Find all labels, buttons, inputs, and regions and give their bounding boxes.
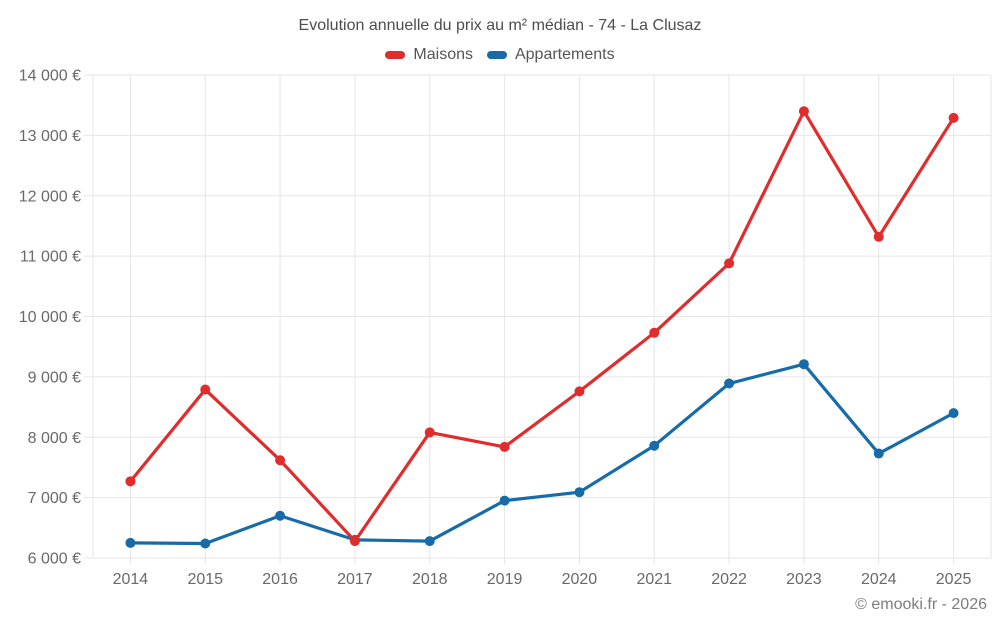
x-axis-label: 2020 — [562, 571, 598, 588]
x-axis-label: 2024 — [861, 571, 897, 588]
x-axis-label: 2014 — [113, 571, 149, 588]
legend-item-appartements[interactable]: Appartements — [486, 46, 615, 64]
x-axis-label: 2019 — [487, 571, 523, 588]
appartements-point-2020[interactable] — [574, 487, 585, 498]
appartements-point-2018[interactable] — [424, 536, 435, 547]
x-axis-label: 2017 — [337, 571, 373, 588]
maisons-point-2022[interactable] — [724, 258, 735, 269]
x-axis-label: 2016 — [262, 571, 298, 588]
appartements-point-2025[interactable] — [948, 408, 959, 419]
maisons-legend-marker-icon — [385, 51, 406, 59]
y-axis-label: 7 000 € — [28, 490, 81, 507]
x-axis-label: 2025 — [936, 571, 972, 588]
chart-title: Evolution annuelle du prix au m² médian … — [298, 17, 702, 34]
x-axis-label: 2015 — [187, 571, 223, 588]
maisons-line — [128, 109, 956, 543]
appartements-point-2021[interactable] — [649, 440, 660, 451]
appartements-point-2023[interactable] — [798, 359, 809, 370]
appartements-legend-label: Appartements — [514, 46, 615, 63]
x-axis-label: 2018 — [412, 571, 448, 588]
y-axis-label: 12 000 € — [19, 188, 81, 205]
watermark-copyright: © emooki.fr - 2026 — [855, 596, 987, 613]
appartements-point-2014[interactable] — [125, 537, 136, 548]
x-axis-label: 2023 — [786, 571, 822, 588]
appartements-point-2019[interactable] — [499, 495, 510, 506]
y-axis-label: 10 000 € — [19, 309, 81, 326]
appartements-point-2022[interactable] — [724, 378, 735, 389]
y-axis-label: 8 000 € — [28, 430, 81, 447]
maisons-point-2016[interactable] — [275, 455, 286, 466]
y-axis-label: 9 000 € — [28, 369, 81, 386]
x-axis-label: 2021 — [636, 571, 672, 588]
appartements-point-2015[interactable] — [200, 538, 211, 549]
chart-legend: Maisons Appartements — [0, 46, 1000, 64]
appartements-point-2016[interactable] — [275, 510, 286, 521]
maisons-point-2023[interactable] — [798, 106, 809, 117]
maisons-point-2025[interactable] — [948, 112, 959, 123]
x-axis-label: 2022 — [711, 571, 747, 588]
maisons-point-2024[interactable] — [873, 231, 884, 242]
maisons-point-2018[interactable] — [424, 427, 435, 438]
y-axis-label: 14 000 € — [19, 68, 81, 85]
y-axis-label: 13 000 € — [19, 128, 81, 145]
legend-item-maisons[interactable]: Maisons — [385, 46, 473, 64]
y-axis-label: 6 000 € — [28, 551, 81, 568]
maisons-point-2020[interactable] — [574, 386, 585, 397]
appartements-legend-marker-icon — [486, 51, 507, 59]
maisons-point-2014[interactable] — [125, 476, 136, 487]
maisons-point-2015[interactable] — [200, 384, 211, 395]
appartements-line — [128, 362, 956, 546]
appartements-point-2024[interactable] — [873, 448, 884, 459]
y-axis-label: 11 000 € — [20, 249, 81, 266]
maisons-point-2017[interactable] — [349, 536, 360, 547]
maisons-point-2019[interactable] — [499, 441, 510, 452]
maisons-legend-label: Maisons — [413, 46, 473, 63]
maisons-point-2021[interactable] — [649, 327, 660, 338]
